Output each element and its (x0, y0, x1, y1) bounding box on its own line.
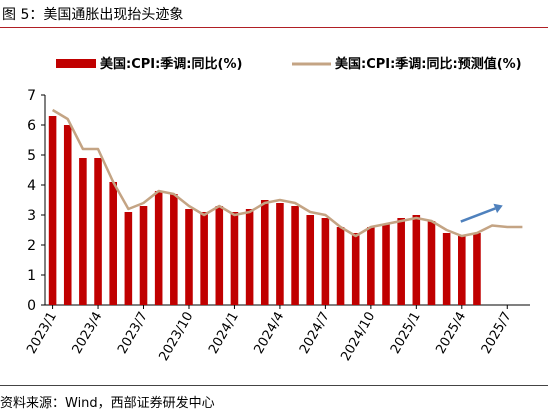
x-tick-label: 2023/10 (156, 310, 196, 364)
cpi-bar (230, 212, 239, 305)
cpi-bar (351, 233, 360, 305)
cpi-bar (397, 218, 405, 305)
x-tick-label: 2025/4 (433, 310, 469, 357)
legend-swatch-bar (56, 59, 96, 68)
y-tick-label: 4 (27, 178, 36, 194)
cpi-bar (48, 116, 57, 305)
y-tick-label: 6 (27, 118, 36, 134)
cpi-bar (154, 191, 163, 305)
cpi-chart: 美国:CPI:季调:同比(%) 美国:CPI:季调:同比:预测值(%) 0 1 2 3… (24, 56, 530, 364)
x-tick-label: 2024/1 (206, 310, 242, 357)
cpi-bar (124, 212, 133, 305)
cpi-bar (215, 206, 224, 305)
cpi-bar (109, 182, 117, 305)
x-tick-label: 2025/7 (479, 310, 515, 357)
source-rule (0, 385, 548, 386)
x-tick-label: 2024/7 (297, 310, 333, 357)
x-tick-label: 2023/1 (24, 310, 60, 357)
cpi-bar (442, 233, 451, 305)
x-tick-label: 2023/7 (115, 310, 151, 357)
cpi-bar (79, 158, 87, 305)
cpi-bar (245, 209, 254, 305)
cpi-bar (94, 158, 102, 305)
title-rule (0, 27, 548, 28)
y-tick-label: 5 (27, 148, 36, 164)
line-series (51, 108, 523, 238)
legend-label-bar: 美国:CPI:季调:同比(%) (100, 56, 242, 72)
cpi-bar (185, 209, 193, 305)
figure-title: 图 5：美国通胀出现抬头迹象 (2, 7, 184, 23)
cpi-bar (367, 227, 375, 305)
cpi-bar (412, 215, 421, 305)
legend-label-line: 美国:CPI:季调:同比:预测值(%) (335, 56, 522, 72)
cpi-bar (382, 224, 390, 305)
cpi-bar (321, 218, 330, 305)
y-tick-label: 2 (27, 238, 36, 254)
annotation (460, 203, 503, 223)
cpi-bar (139, 206, 148, 305)
x-tick-label: 2025/1 (388, 310, 424, 357)
bar-series (48, 116, 481, 305)
y-tick-label: 3 (27, 208, 36, 224)
trend-arrow-head (493, 203, 503, 214)
y-tick-label: 1 (27, 268, 36, 284)
source-note: 资料来源：Wind，西部证券研发中心 (0, 396, 215, 411)
cpi-bar (473, 233, 481, 305)
cpi-bar (63, 125, 72, 305)
cpi-bar (260, 200, 269, 305)
x-tick-label: 2024/4 (252, 310, 288, 357)
x-tick-label: 2023/4 (70, 310, 106, 357)
y-tick-label: 0 (27, 298, 36, 314)
cpi-bar (336, 227, 345, 305)
cpi-forecast-line (51, 108, 523, 238)
y-tick-label: 7 (27, 88, 36, 104)
cpi-bar (427, 221, 436, 305)
legend: 美国:CPI:季调:同比(%) 美国:CPI:季调:同比:预测值(%) (56, 56, 522, 72)
cpi-bar (276, 203, 284, 305)
trend-arrow-shaft (460, 207, 496, 223)
cpi-bar (291, 206, 299, 305)
cpi-bar (170, 194, 178, 305)
x-tick-label: 2024/10 (338, 310, 378, 364)
cpi-bar (458, 236, 466, 305)
cpi-bar (200, 212, 208, 305)
cpi-bar (306, 215, 315, 305)
